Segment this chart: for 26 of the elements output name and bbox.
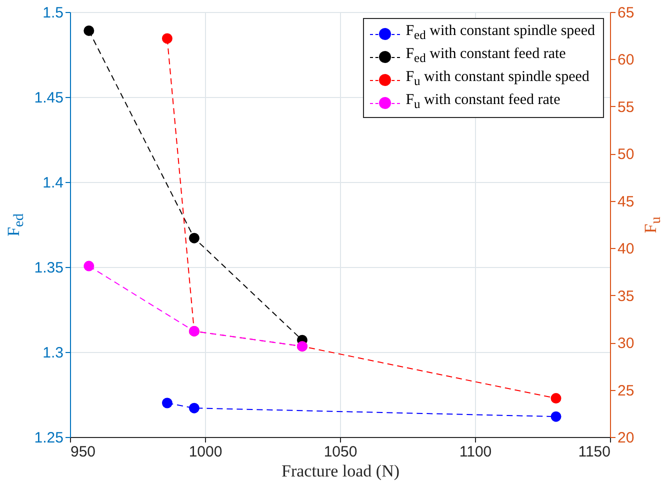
y2-tick-label: 60 (618, 52, 634, 69)
y2-tick-label: 45 (618, 193, 634, 210)
x-tick-label: 950 (70, 444, 96, 460)
x-tick-label: 1000 (188, 444, 222, 460)
legend-label: F$_{ed}$ with constant feed rate (406, 45, 566, 67)
y2-tick-label: 30 (618, 335, 634, 352)
y-tick-label: 1.4 (42, 174, 64, 192)
y2-tick-label: 40 (618, 240, 634, 258)
x-axis-title: Fracture load (N) (281, 462, 400, 480)
y-tick-label: 1.35 (34, 260, 64, 276)
y2-tick-label: 25 (618, 382, 634, 400)
legend-label: F$_{u}$ with constant spindle speed (406, 68, 590, 90)
y2-tick-label: 20 (618, 430, 634, 446)
y-tick-label: 1.45 (34, 90, 64, 106)
y2-tick-label: 50 (618, 146, 634, 164)
x-tick-label: 1050 (324, 444, 358, 460)
y-tick-label: 1.3 (42, 344, 64, 362)
x-tick-label: 1150 (578, 444, 610, 460)
y2-tick-label: 65 (618, 4, 634, 22)
x-tick-label: 1100 (459, 444, 492, 460)
y-tick-label: 1.5 (42, 4, 64, 22)
legend-label: F$_{u}$ with constant feed rate (406, 91, 560, 113)
y2-tick-label: 35 (618, 288, 634, 305)
legend-label: F$_{ed}$ with constant spindle speed (406, 22, 595, 44)
y-tick-label: 1.25 (34, 430, 64, 446)
y2-tick-label: 55 (618, 98, 634, 116)
